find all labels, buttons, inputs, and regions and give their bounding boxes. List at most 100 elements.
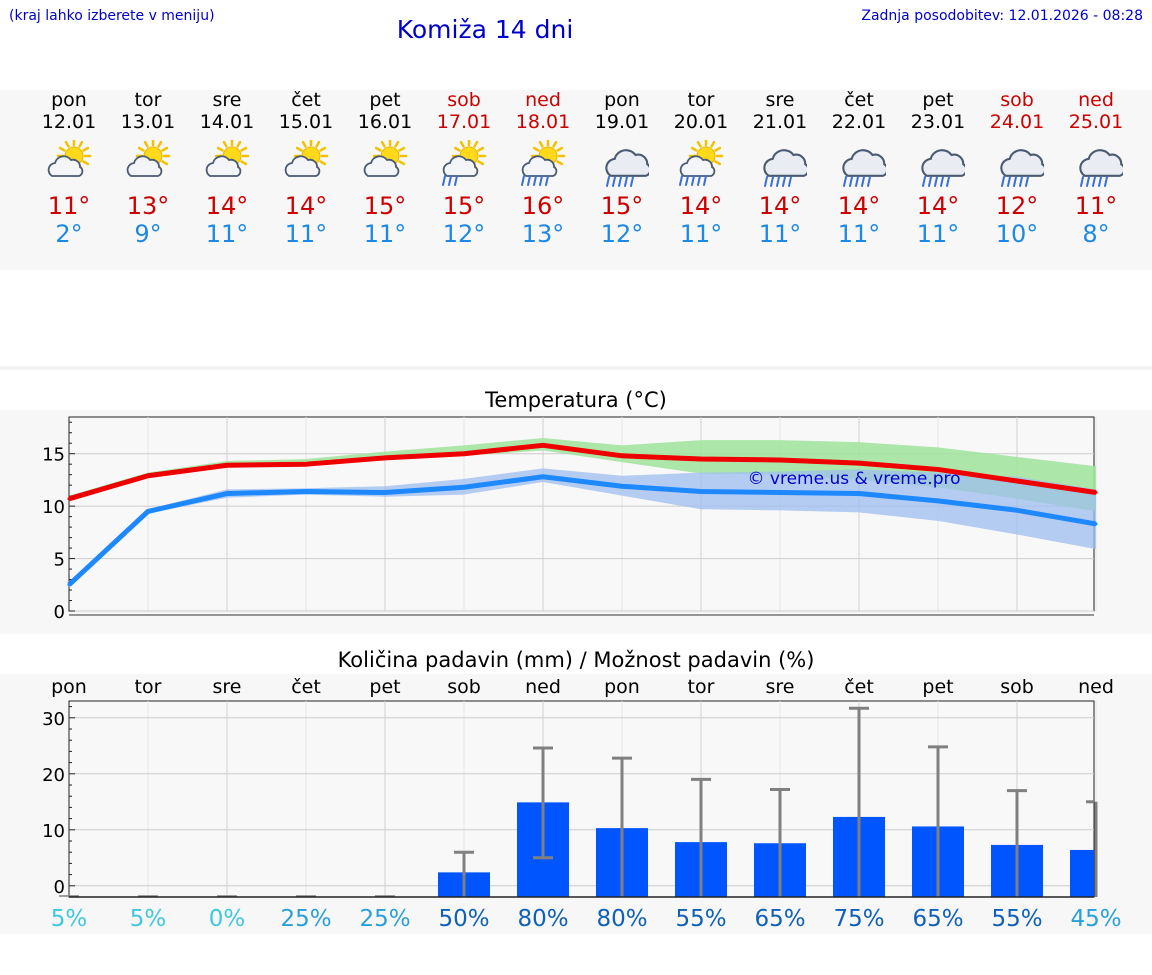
max-temperature: 14° [837, 192, 881, 220]
max-temperature: 14° [679, 192, 723, 220]
min-temp-point [1015, 508, 1019, 512]
max-temperature: 11° [1074, 192, 1118, 220]
max-temperature: 12° [995, 192, 1039, 220]
precip-chance-label: 80% [596, 906, 647, 932]
max-temp-range-band [69, 437, 1096, 512]
day-name: ned [525, 89, 561, 111]
sun-cloud-icon [47, 140, 92, 177]
day-date: 14.01 [199, 111, 255, 133]
precip-chance-label: 65% [912, 906, 963, 932]
precip-chance-label: 5% [130, 906, 167, 932]
min-temp-point [383, 491, 387, 495]
day-date: 23.01 [910, 111, 966, 133]
max-temp-point [462, 452, 466, 456]
day-column: tor 20.01 14° 11° [661, 90, 741, 249]
max-temperature: 14° [205, 192, 249, 220]
y-tick-label: 5 [54, 550, 65, 571]
category-label: ned [1078, 676, 1114, 698]
category-label: sob [447, 676, 481, 698]
day-date: 15.01 [278, 111, 334, 133]
y-tick-label: 30 [42, 709, 65, 730]
category-label: tor [688, 676, 715, 698]
day-column: sre 14.01 14° 11° [187, 90, 267, 249]
max-temperature: 16° [521, 192, 565, 220]
precip-chance-label: 75% [833, 906, 884, 932]
temperature-chart: 0 5 10 15 © vreme.us & vreme.pro [42, 416, 1098, 623]
day-date: 13.01 [120, 111, 176, 133]
min-temp-point [1094, 522, 1098, 526]
category-label: sre [213, 676, 242, 698]
max-temp-line [68, 442, 1097, 502]
day-column: ned 18.01 16° 13° [503, 89, 583, 249]
day-name: sob [1000, 89, 1034, 111]
min-temperature: 10° [995, 220, 1039, 248]
max-temp-point [225, 463, 229, 467]
sun-cloud-icon [205, 140, 250, 177]
max-temp-point [146, 474, 150, 478]
day-column: čet 22.01 14° 11° [819, 89, 899, 249]
page-title: Komiža 14 dni [396, 15, 574, 44]
max-temperature: 14° [758, 192, 802, 220]
sun-cloud-icon [363, 140, 408, 177]
day-date: 22.01 [831, 111, 887, 133]
min-temp-point [778, 491, 782, 495]
category-label: sob [1000, 676, 1034, 698]
max-temperature: 15° [600, 192, 644, 220]
min-temperature: 8° [1082, 220, 1110, 248]
cloud-rain-icon [921, 149, 965, 187]
precip-chance-label: 25% [359, 906, 410, 932]
max-temperature: 15° [363, 192, 407, 220]
max-temp-point [67, 497, 71, 501]
precip-chance-label: 65% [754, 906, 805, 932]
day-column: pet 23.01 14° 11° [898, 90, 978, 249]
max-temp-point [857, 461, 861, 465]
max-temperature: 15° [442, 192, 486, 220]
min-temp-point [146, 509, 150, 513]
min-temp-point [541, 475, 545, 479]
day-date: 25.01 [1068, 111, 1124, 133]
section-divider [0, 366, 1152, 370]
day-date: 21.01 [752, 111, 808, 133]
day-date: 18.01 [515, 111, 571, 133]
location-menu-hint[interactable]: (kraj lahko izberete v meniju) [9, 8, 215, 24]
day-date: 24.01 [989, 111, 1045, 133]
day-column: sre 21.01 14° 11° [740, 90, 820, 249]
precip-bar [1070, 849, 1094, 897]
day-date: 12.01 [41, 111, 97, 133]
min-temp-point [304, 489, 308, 493]
max-temperature: 11° [47, 192, 91, 220]
min-temperature: 11° [284, 220, 328, 248]
category-label: pet [922, 676, 953, 698]
day-name: pet [369, 89, 401, 111]
min-temperature: 2° [55, 220, 83, 248]
max-temp-point [699, 457, 703, 461]
max-temp-point [383, 456, 387, 460]
category-label: čet [291, 676, 321, 698]
day-column: sob 17.01 15° 12° [424, 89, 504, 249]
day-name: pon [604, 89, 640, 111]
precip-chance-label: 55% [675, 906, 726, 932]
day-name: sob [447, 89, 481, 111]
day-column: tor 13.01 13° 9° [108, 89, 188, 249]
day-column: sob 24.01 12° 10° [977, 89, 1057, 249]
min-temp-point [699, 489, 703, 493]
precip-chance-label: 5% [51, 906, 88, 932]
max-temp-point [620, 454, 624, 458]
min-temp-point [857, 492, 861, 496]
min-temp-point [67, 583, 71, 587]
min-temperature: 11° [837, 220, 881, 248]
day-date: 17.01 [436, 111, 492, 133]
sun-rain-light-icon [442, 140, 487, 186]
min-temp-point [936, 499, 940, 503]
min-temperature: 11° [363, 220, 407, 248]
y-tick-label: 0 [54, 602, 65, 623]
min-temperature: 11° [205, 220, 249, 248]
max-temp-point [541, 443, 545, 447]
category-label: pon [51, 676, 87, 698]
day-name: čet [844, 89, 874, 111]
day-column: ned 25.01 11° 8° [1056, 90, 1136, 249]
day-name: pon [51, 89, 87, 111]
min-temperature: 9° [134, 220, 162, 248]
sun-rain-icon [521, 140, 566, 186]
day-name: tor [134, 89, 162, 111]
